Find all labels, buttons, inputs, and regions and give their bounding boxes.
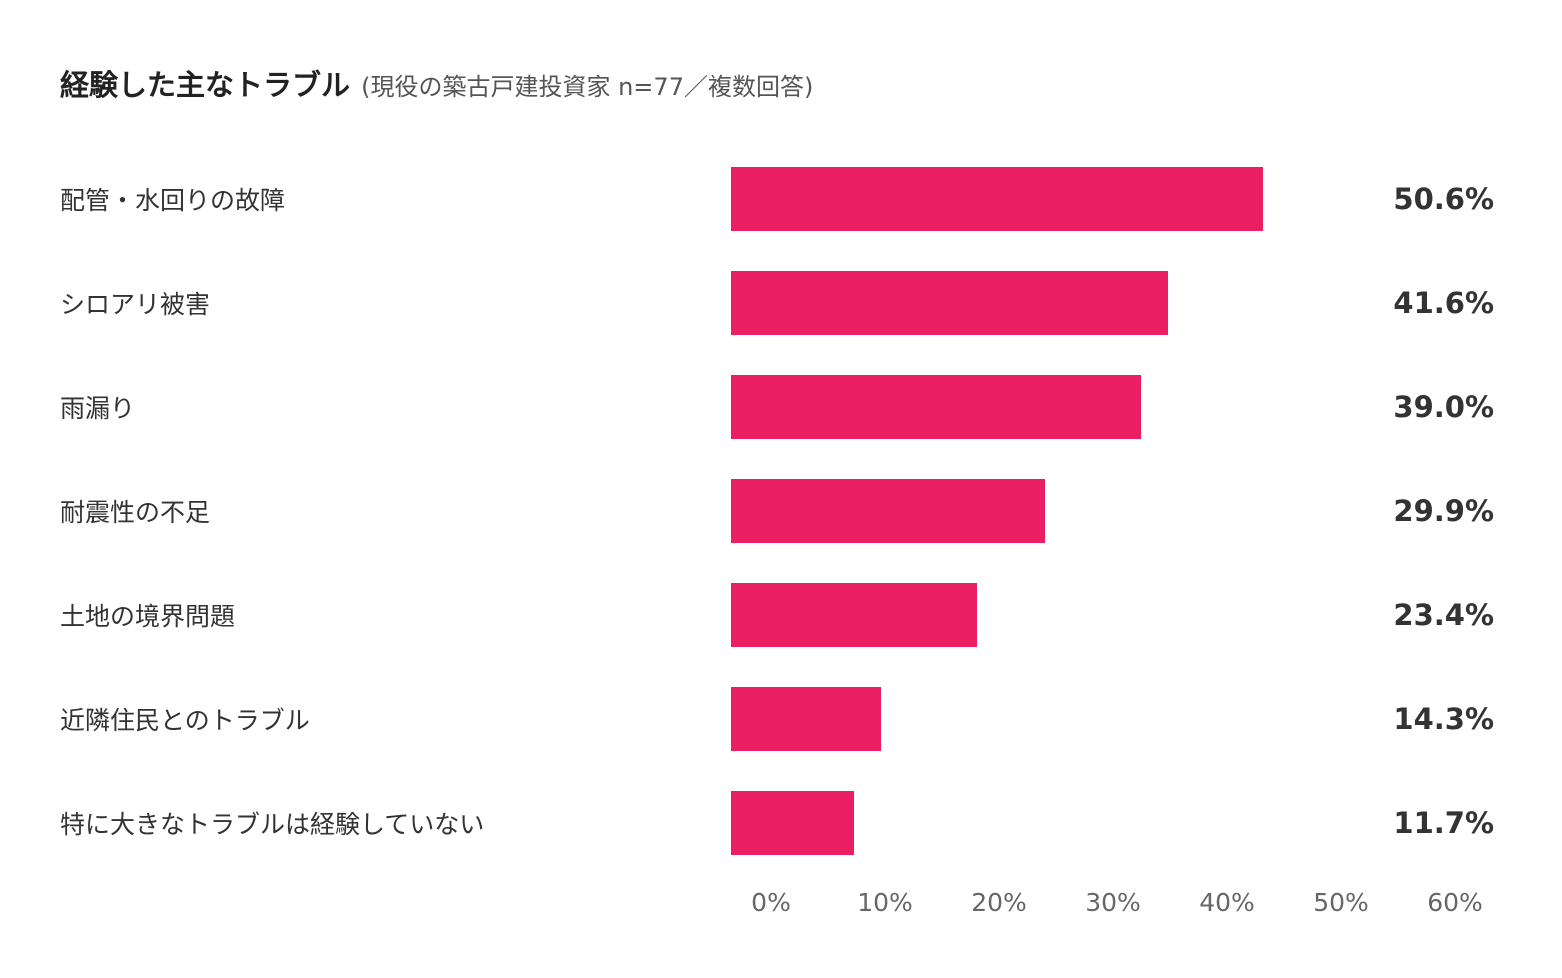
value-label: 29.9% [1393,494,1494,528]
value-label: 23.4% [1393,598,1494,632]
bar [731,167,1263,231]
chart-title-block: 経験した主なトラブル (現役の築古戸建投資家 n=77／複数回答) [60,62,813,104]
value-label: 39.0% [1393,390,1494,424]
category-label: 近隣住民とのトラブル [60,706,310,735]
x-tick-label: 30% [1085,888,1141,917]
value-label: 41.6% [1393,286,1494,320]
category-label: 土地の境界問題 [60,602,236,631]
x-tick-label: 20% [971,888,1027,917]
x-tick-label: 10% [857,888,913,917]
x-tick-label: 40% [1199,888,1255,917]
bar [731,375,1142,439]
bar [731,271,1169,335]
category-label: 特に大きなトラブルは経験していない [60,810,485,839]
x-tick-label: 0% [751,888,791,917]
bar [731,479,1046,543]
bar [731,687,882,751]
value-label: 14.3% [1393,702,1494,736]
x-tick-label: 50% [1313,888,1369,917]
category-label: 配管・水回りの故障 [60,186,286,215]
x-tick-label: 60% [1427,888,1483,917]
chart-title: 経験した主なトラブル [60,68,351,102]
bar [731,583,978,647]
category-label: シロアリ被害 [60,290,211,319]
bar [731,791,854,855]
category-label: 耐震性の不足 [60,498,211,527]
value-label: 11.7% [1393,806,1494,840]
chart-subtitle: (現役の築古戸建投資家 n=77／複数回答) [361,73,814,101]
category-label: 雨漏り [60,394,136,423]
value-label: 50.6% [1393,182,1494,216]
